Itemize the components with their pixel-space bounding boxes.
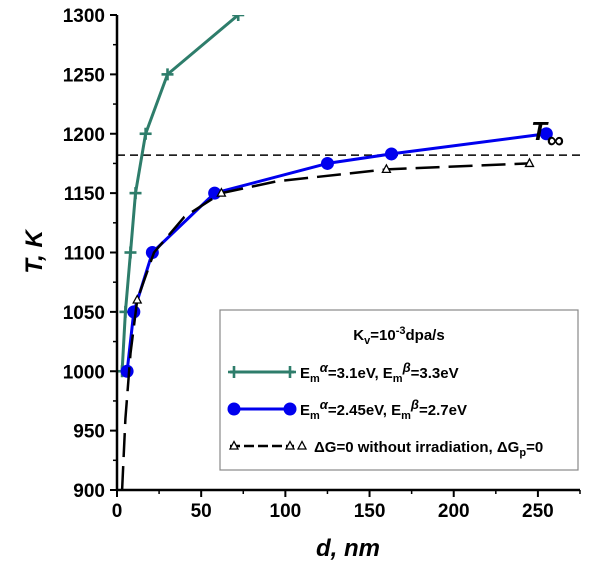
series-2-line: [120, 162, 530, 490]
legend-swatch-marker-end-2: [284, 440, 296, 450]
series-2-point-8: [381, 163, 392, 174]
series-2-point-3: [132, 294, 143, 304]
y-tick-label-5: 1150: [64, 184, 105, 205]
legend-title-tail: dpa/s: [406, 327, 445, 344]
legend-label-0-part-0: E: [300, 365, 310, 382]
legend-label-1-part-0: E: [300, 402, 310, 419]
plot-area: T∞: [117, 15, 580, 490]
y-axis-title: T, K: [21, 229, 48, 274]
x-tick-label-5: 250: [522, 501, 554, 522]
legend-swatch-marker-start-1: [227, 402, 241, 416]
legend-swatch-marker-end-0: [284, 366, 296, 378]
series-1-point-4: [320, 156, 334, 170]
series-1-point-6: [539, 127, 553, 141]
legend-title-mid: =10: [370, 327, 395, 344]
legend-label-2-part-0: ΔG=0 without irradiation, ΔG: [314, 439, 519, 456]
x-tick-label-3: 150: [354, 501, 386, 522]
x-tick-label-2: 100: [270, 501, 302, 522]
series-1-point-0: [120, 364, 134, 378]
series-2-point-9: [524, 157, 535, 168]
legend-swatch-marker-start-0: [228, 366, 240, 378]
reference-label: T∞: [531, 116, 564, 154]
legend-label-0-part-2: α: [320, 360, 329, 375]
legend-label-2-part-1: p: [519, 447, 526, 459]
reference-label-base: T: [531, 116, 549, 146]
series-0-point-3: [129, 187, 142, 200]
legend-label-1-part-5: β: [410, 397, 419, 412]
legend-label-1-part-4: m: [401, 410, 411, 422]
series-0-point-5: [161, 68, 174, 81]
legend-title-sup: -3: [396, 325, 406, 337]
y-tick-label-4: 1100: [64, 244, 105, 265]
y-tick-label-6: 1200: [63, 125, 105, 146]
legend-swatch-marker-start-2: [228, 440, 240, 450]
series-0-point-2: [124, 246, 137, 259]
legend-label-1-part-1: m: [310, 410, 320, 422]
legend-label-1-part-6: =2.7eV: [419, 402, 467, 419]
legend-box: [219, 309, 579, 471]
x-axis-title: d, nm: [316, 535, 380, 562]
reference-label-sub: ∞: [547, 127, 564, 154]
y-tick-label-0: 900: [73, 481, 105, 502]
legend-title: Kv=10-3dpa/s: [353, 325, 444, 347]
legend-label-0-part-5: β: [402, 360, 411, 375]
legend-label-0-part-3: =3.1eV, E: [328, 365, 393, 382]
x-tick-label-1: 50: [191, 501, 212, 522]
series-0-point-6: [232, 15, 245, 21]
legend-swatch-marker-extra-2: [296, 440, 308, 450]
y-tick-label-1: 950: [73, 422, 105, 443]
y-tick-label-7: 1250: [63, 65, 105, 86]
y-tick-label-3: 1050: [63, 303, 105, 324]
legend-swatch-marker-end-1: [283, 402, 297, 416]
legend-title-sub: v: [364, 335, 371, 347]
plot-clipped: [117, 15, 580, 490]
series-0-point-4: [139, 127, 152, 140]
legend-label-0-part-1: m: [310, 373, 320, 385]
legend-label-1: Emα=2.45eV, Emβ=2.7eV: [300, 397, 467, 422]
y-tick-label-2: 1000: [63, 362, 105, 383]
legend-label-0-part-4: m: [393, 373, 403, 385]
series-1-point-1: [127, 305, 141, 319]
axes: 900 950 1000 1050 1100 1150 1200 1250 1300 0 50 100…: [21, 6, 581, 562]
x-tick-label-0: 0: [112, 501, 123, 522]
series-2-point-6: [216, 187, 227, 197]
legend-title-base: K: [353, 327, 364, 344]
legend-label-1-part-2: α: [320, 397, 329, 412]
series-1-point-5: [384, 147, 398, 161]
x-tick-label-4: 200: [438, 501, 470, 522]
y-tick-label-8: 1300: [63, 6, 105, 27]
legend-label-0-part-6: =3.3eV: [411, 365, 459, 382]
legend-label-2: ΔG=0 without irradiation, ΔGp=0: [314, 439, 543, 459]
legend-label-0: Emα=3.1eV, Emβ=3.3eV: [300, 360, 459, 385]
legend-label-1-part-3: =2.45eV, E: [328, 402, 401, 419]
legend-label-2-part-2: =0: [526, 439, 543, 456]
